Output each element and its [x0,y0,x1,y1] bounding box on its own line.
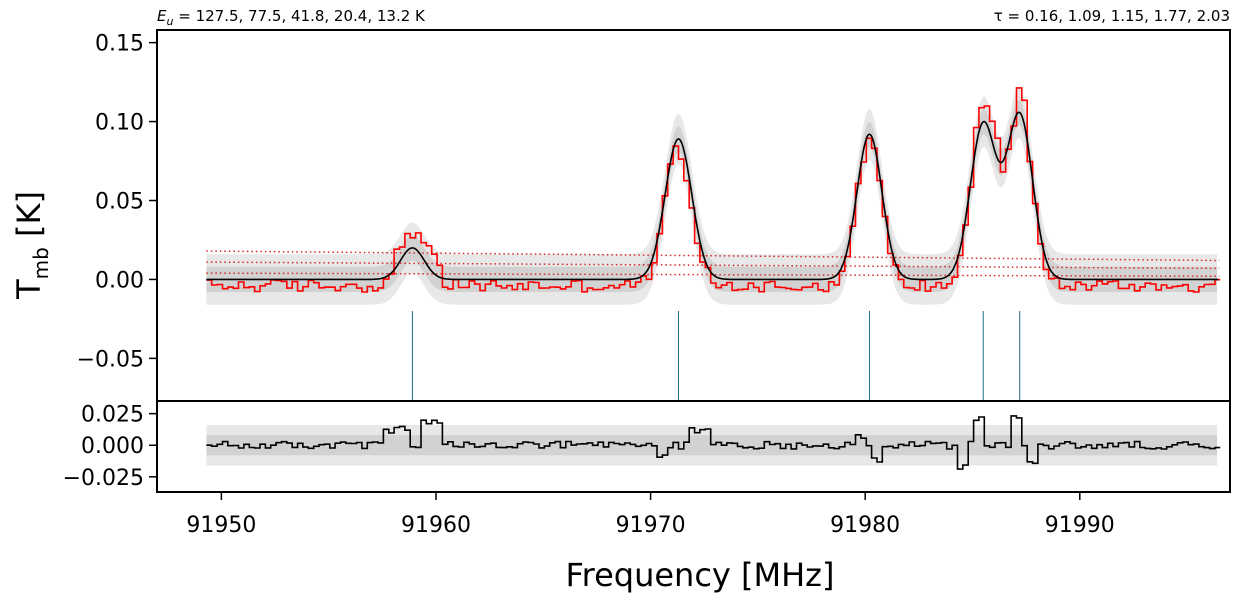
x-tick-label: 91950 [186,513,256,538]
x-tick-label: 91980 [830,513,900,538]
observed-spectrum-line [206,87,1221,293]
y-tick-label: 0.15 [95,32,144,57]
x-axis-label: Frequency [MHz] [566,556,835,594]
residual-y-tick-label: 0.000 [81,434,144,459]
y-tick-label: 0.10 [95,111,144,136]
main-y-axis-ticks: −0.05 0.00 0.05 0.10 0.15 [77,32,157,372]
y-axis-label: Tmb [K] [10,191,53,300]
y-tick-label: 0.05 [95,190,144,215]
residual-y-tick-label: 0.025 [81,403,144,428]
y-tick-label: −0.05 [77,347,144,372]
uncertainty-band-outer [206,87,1218,305]
x-axis-ticks: 91950 91960 91970 91980 91990 [186,492,1115,538]
x-tick-label: 91970 [616,513,686,538]
line-position-markers [411,311,1021,401]
x-tick-label: 91960 [401,513,471,538]
residual-line [206,415,1221,470]
uncertainty-band-inner [206,99,1218,293]
eu-annotation: Eu = 127.5, 77.5, 41.8, 20.4, 13.2 K [157,7,426,28]
model-spectrum-line [206,111,1219,281]
main-panel: −0.05 0.00 0.05 0.10 0.15 Tmb [K] [10,29,1231,402]
tau-annotation: τ = 0.16, 1.09, 1.15, 1.77, 2.03 [994,7,1230,25]
residual-y-axis-ticks: −0.025 0.000 0.025 [63,403,157,491]
y-tick-label: 0.00 [95,268,144,293]
residual-y-tick-label: −0.025 [63,466,144,491]
residual-panel-frame [156,400,1231,493]
x-tick-label: 91990 [1045,513,1115,538]
